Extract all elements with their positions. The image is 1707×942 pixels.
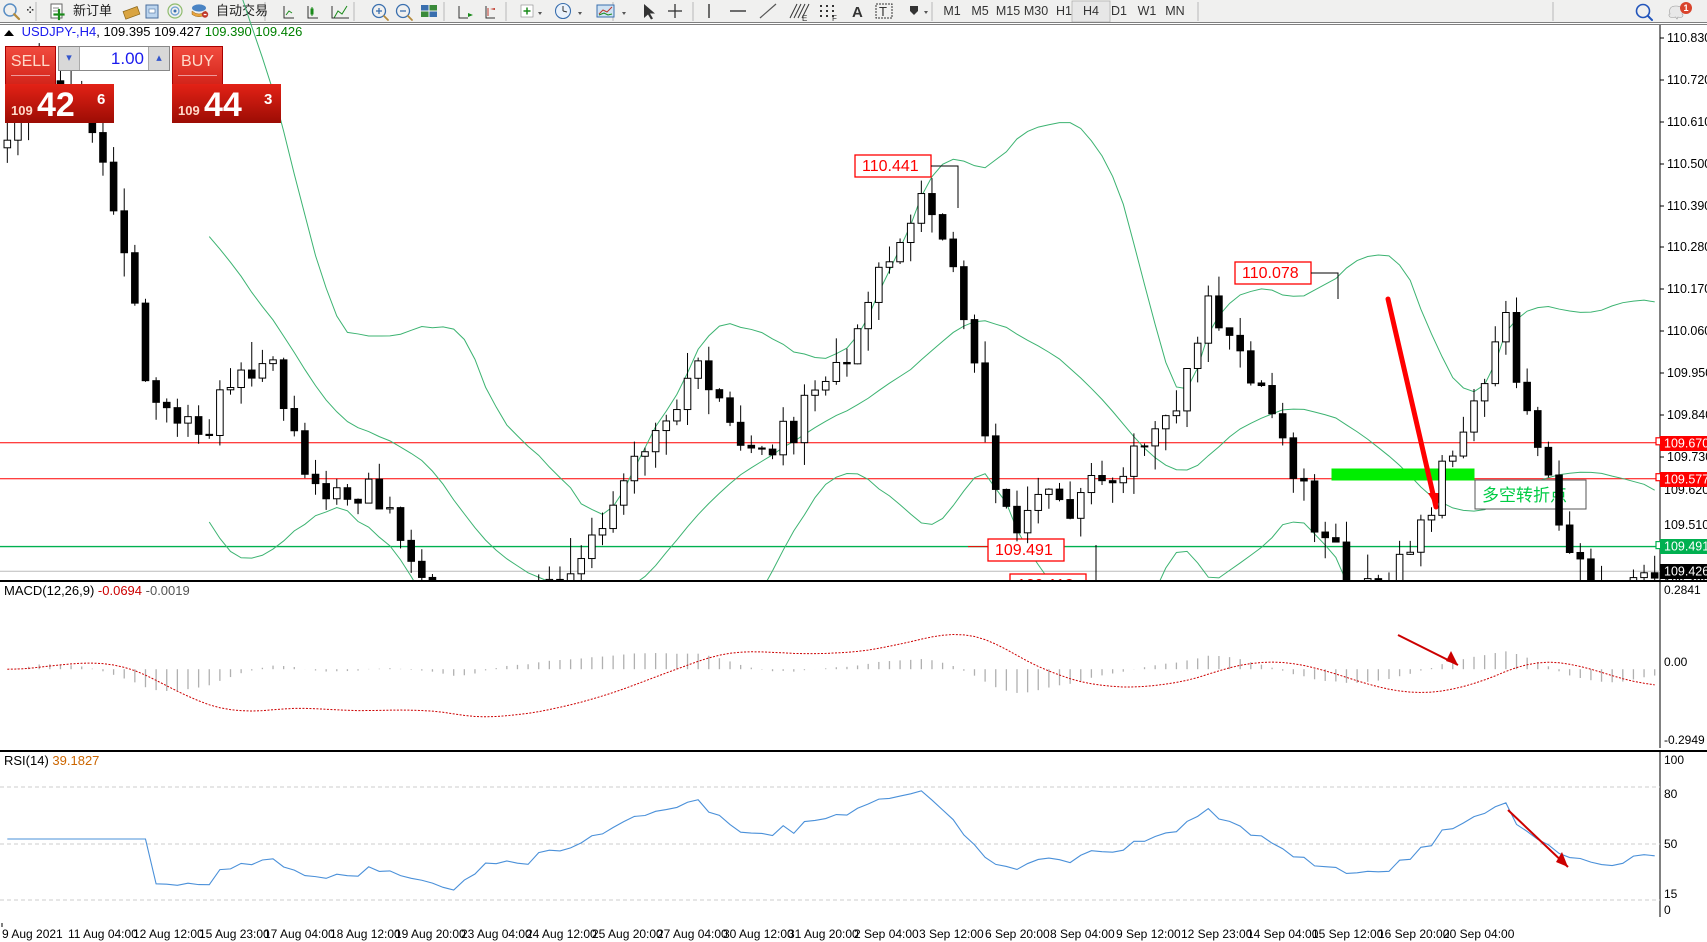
svg-text:109.491: 109.491 — [1664, 540, 1707, 554]
svg-text:15: 15 — [1664, 887, 1678, 901]
svg-text:110.280: 110.280 — [1667, 240, 1707, 254]
svg-text:80: 80 — [1664, 787, 1678, 801]
svg-text:H4: H4 — [1083, 4, 1099, 18]
svg-text:100: 100 — [1664, 753, 1684, 767]
svg-text:0.2841: 0.2841 — [1664, 583, 1701, 597]
svg-text:31 Aug 20:00: 31 Aug 20:00 — [788, 927, 859, 941]
svg-text:多空转折点: 多空转折点 — [1482, 486, 1567, 505]
svg-text:109.950: 109.950 — [1667, 366, 1707, 380]
svg-text:16 Sep 20:00: 16 Sep 20:00 — [1378, 927, 1450, 941]
svg-text:D1: D1 — [1111, 4, 1127, 18]
svg-text:27 Aug 04:00: 27 Aug 04:00 — [657, 927, 728, 941]
svg-text:18 Aug 12:00: 18 Aug 12:00 — [330, 927, 401, 941]
svg-text:新订单: 新订单 — [73, 3, 112, 18]
svg-text:6 Sep 20:00: 6 Sep 20:00 — [985, 927, 1050, 941]
svg-text:110.830: 110.830 — [1667, 31, 1707, 45]
svg-text:9 Sep 12:00: 9 Sep 12:00 — [1116, 927, 1181, 941]
svg-text:109.510: 109.510 — [1664, 518, 1707, 532]
svg-text:15 Sep 12:00: 15 Sep 12:00 — [1312, 927, 1384, 941]
svg-text:M5: M5 — [971, 4, 988, 18]
svg-text:50: 50 — [1664, 837, 1678, 851]
svg-text:19 Aug 20:00: 19 Aug 20:00 — [395, 927, 466, 941]
svg-text:12 Sep 23:00: 12 Sep 23:00 — [1181, 927, 1253, 941]
svg-text:110.441: 110.441 — [862, 158, 919, 175]
svg-text:1: 1 — [1683, 3, 1688, 13]
svg-text:30 Aug 12:00: 30 Aug 12:00 — [723, 927, 794, 941]
svg-text:3 Sep 12:00: 3 Sep 12:00 — [919, 927, 984, 941]
svg-text:110.170: 110.170 — [1667, 282, 1707, 296]
svg-text:109.730: 109.730 — [1667, 450, 1707, 464]
svg-text:0: 0 — [1664, 903, 1671, 917]
svg-text:A: A — [852, 4, 863, 21]
svg-text:8 Sep 04:00: 8 Sep 04:00 — [1050, 927, 1115, 941]
svg-text:17 Aug 04:00: 17 Aug 04:00 — [264, 927, 335, 941]
svg-text:2 Sep 04:00: 2 Sep 04:00 — [854, 927, 919, 941]
svg-text:自动交易: 自动交易 — [216, 3, 268, 18]
svg-text:M15: M15 — [996, 4, 1020, 18]
svg-text:24 Aug 12:00: 24 Aug 12:00 — [526, 927, 597, 941]
svg-text:9 Aug 2021: 9 Aug 2021 — [2, 927, 63, 941]
svg-text:-0.2949: -0.2949 — [1664, 733, 1705, 747]
svg-text:14 Sep 04:00: 14 Sep 04:00 — [1247, 927, 1319, 941]
svg-text:0.00: 0.00 — [1664, 655, 1688, 669]
svg-text:11 Aug 04:00: 11 Aug 04:00 — [68, 927, 138, 941]
svg-text:110.610: 110.610 — [1667, 115, 1707, 129]
svg-text:110.078: 110.078 — [1242, 265, 1299, 282]
svg-text:W1: W1 — [1138, 4, 1157, 18]
svg-text:110.500: 110.500 — [1667, 157, 1707, 171]
svg-text:25 Aug 20:00: 25 Aug 20:00 — [592, 927, 663, 941]
svg-text:12 Aug 12:00: 12 Aug 12:00 — [133, 927, 204, 941]
svg-text:109.577: 109.577 — [1664, 473, 1707, 487]
svg-text:M1: M1 — [943, 4, 960, 18]
svg-text:20 Sep 04:00: 20 Sep 04:00 — [1443, 927, 1515, 941]
svg-text:110.720: 110.720 — [1667, 73, 1707, 87]
svg-text:110.060: 110.060 — [1667, 324, 1707, 338]
svg-text:M30: M30 — [1024, 4, 1048, 18]
svg-text:23 Aug 04:00: 23 Aug 04:00 — [461, 927, 532, 941]
svg-text:T: T — [879, 4, 887, 19]
svg-text:15 Aug 23:00: 15 Aug 23:00 — [199, 927, 270, 941]
svg-text:H1: H1 — [1056, 4, 1072, 18]
svg-text:109.670: 109.670 — [1664, 437, 1707, 451]
svg-text:109.840: 109.840 — [1667, 408, 1707, 422]
svg-text:MN: MN — [1165, 4, 1184, 18]
svg-text:E: E — [802, 14, 807, 23]
svg-text:110.390: 110.390 — [1667, 199, 1707, 213]
svg-text:109.491: 109.491 — [995, 542, 1053, 559]
svg-text:F: F — [832, 14, 837, 23]
